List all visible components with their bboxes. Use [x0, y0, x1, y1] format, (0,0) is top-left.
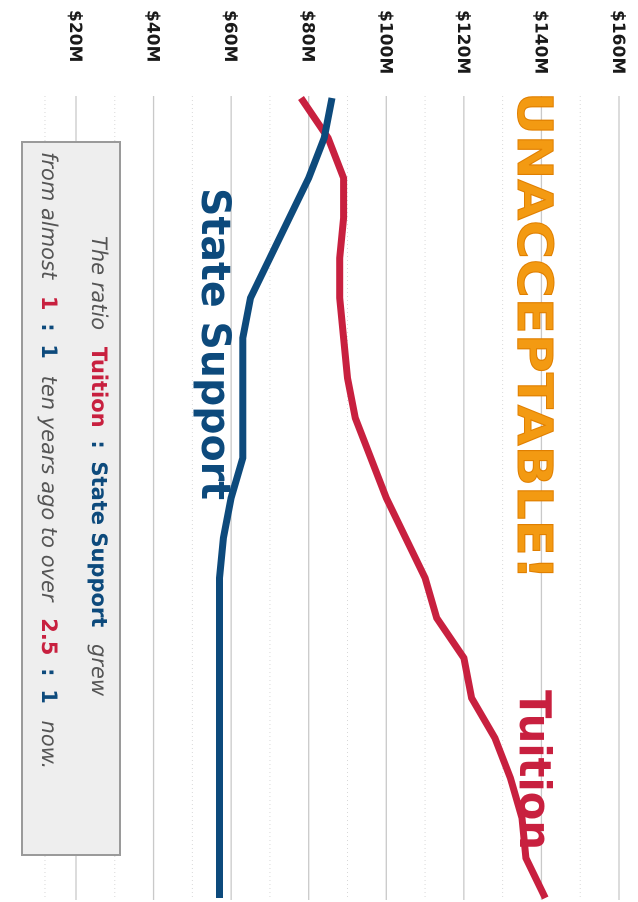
- note-new-ratio-b: 1: [37, 689, 61, 704]
- headline-unacceptable: UNACCEPTABLE!: [506, 92, 562, 580]
- note-text-ten-years: ten years ago to over: [37, 376, 61, 603]
- ratio-note-box: The ratio Tuition : State Support grew f…: [21, 141, 121, 856]
- y-tick-label: $120M: [453, 10, 473, 74]
- note-text-ratio: The ratio: [87, 236, 111, 330]
- series-line-tuition: [298, 96, 549, 900]
- y-tick-label: $140M: [530, 10, 550, 74]
- note-tuition-term: Tuition: [87, 347, 111, 428]
- y-tick-label: $40M: [143, 10, 163, 62]
- note-line-2: from almost 1 : 1 ten years ago to over …: [37, 152, 61, 769]
- note-text-now: now.: [37, 721, 61, 770]
- y-tick-label: $100M: [375, 10, 395, 74]
- y-tick-label: $80M: [298, 10, 318, 62]
- y-axis-tick-labels: $20M $40M $60M $80M $100M $120M $140M $160M: [65, 10, 628, 74]
- series-lines: [216, 96, 549, 900]
- series-label-tuition: Tuition: [509, 690, 560, 850]
- series-label-state-support: State Support: [192, 188, 238, 500]
- y-tick-label: $60M: [220, 10, 240, 62]
- series-line-state-support: [216, 97, 336, 898]
- note-old-ratio-b: 1: [37, 344, 61, 359]
- y-tick-label: $160M: [608, 10, 628, 74]
- note-colon: :: [87, 440, 111, 448]
- note-old-ratio-colon: :: [37, 323, 61, 331]
- note-new-ratio-a: 2.5: [37, 618, 61, 655]
- note-old-ratio-a: 1: [37, 296, 61, 311]
- note-line-1: The ratio Tuition : State Support grew: [87, 236, 111, 697]
- note-new-ratio-colon: :: [37, 668, 61, 676]
- note-box-background: [21, 141, 121, 856]
- note-text-from: from almost: [37, 152, 61, 280]
- y-tick-label: $20M: [65, 10, 85, 62]
- note-state-term: State Support: [87, 461, 111, 627]
- note-text-grew: grew: [87, 644, 111, 697]
